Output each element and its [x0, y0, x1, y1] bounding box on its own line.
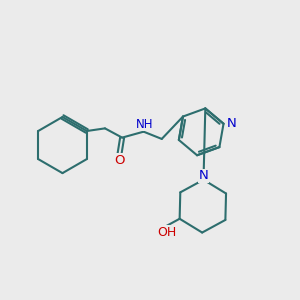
Text: O: O	[114, 154, 125, 166]
Text: OH: OH	[157, 226, 176, 239]
Text: NH: NH	[136, 118, 153, 131]
Text: N: N	[227, 117, 237, 130]
Text: N: N	[199, 169, 208, 182]
